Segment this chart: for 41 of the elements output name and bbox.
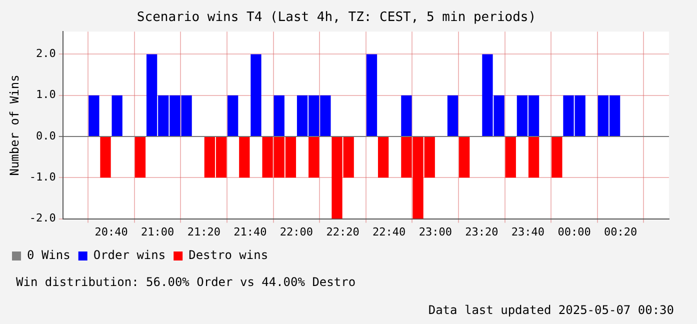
x-tick-label: 21:00 (141, 225, 174, 238)
legend-label: Destro wins (188, 248, 268, 262)
x-tick-label: 23:40 (511, 225, 545, 238)
bar (528, 137, 540, 178)
y-tick-label: 2.0 (36, 47, 56, 60)
bar (239, 137, 250, 178)
bar (447, 95, 458, 136)
x-tick-label: 23:00 (418, 225, 452, 238)
text: Win distribution: 56.00% Order vs 44.00% Destro (16, 275, 356, 289)
x-tick-label: 22:20 (326, 225, 360, 238)
bar (378, 137, 389, 178)
bar (274, 95, 284, 136)
y-axis-title: Number of Wins (7, 74, 22, 176)
x-tick-label: 21:20 (187, 225, 220, 238)
bar (228, 95, 238, 136)
x-tick-label: 20:40 (94, 225, 128, 238)
y-tick-label: 1.0 (36, 88, 56, 102)
bar (134, 137, 146, 178)
x-tick-label: 23:20 (465, 225, 498, 238)
bar (308, 137, 320, 178)
y-tick-label: 0.0 (36, 129, 56, 142)
legend-label: 0 Wins (27, 248, 70, 262)
text: Data last updated 2025-05-07 00:30 (428, 303, 674, 317)
bar (112, 95, 122, 136)
x-tick-label: 00:00 (558, 225, 591, 238)
bar (88, 95, 100, 136)
bar (505, 137, 516, 178)
bar (250, 54, 262, 136)
x-tick-label: 00:20 (604, 225, 638, 238)
chart-title: Scenario wins T4 (Last 4h, TZ: CEST, 5 min periods) (136, 10, 536, 26)
y-tick-label: -1.0 (29, 170, 56, 184)
x-tick-label: 22:00 (280, 225, 314, 238)
bar (401, 95, 412, 136)
bar (366, 54, 378, 136)
legend-label: Order wins (93, 248, 166, 262)
bar (552, 137, 562, 178)
x-tick-label: 22:40 (372, 225, 406, 238)
bar (459, 137, 470, 178)
x-tick-label: 21:40 (234, 225, 267, 238)
bar (100, 137, 111, 178)
y-tick-label: -2.0 (29, 212, 56, 225)
